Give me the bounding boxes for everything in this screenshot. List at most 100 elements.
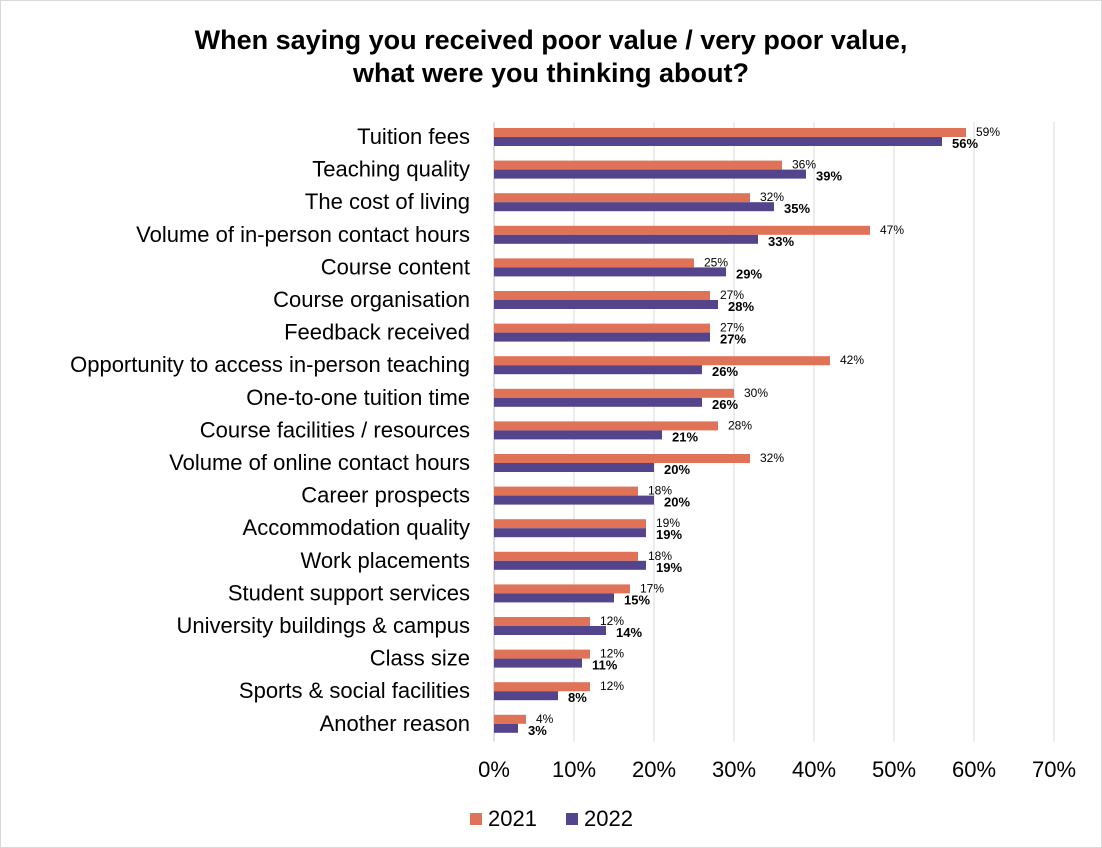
bar-2021 xyxy=(494,160,782,170)
value-label-2022: 39% xyxy=(816,169,842,184)
category-label: Another reason xyxy=(320,711,470,736)
category-label: Opportunity to access in-person teaching xyxy=(70,352,470,377)
value-label-2022: 20% xyxy=(664,495,690,510)
bar-2022 xyxy=(494,463,654,472)
value-label-2021: 32% xyxy=(760,451,784,465)
bar-2022 xyxy=(494,658,582,668)
legend-swatch-2022 xyxy=(566,813,578,825)
category-label: Class size xyxy=(370,646,470,671)
chart-title-line-1: When saying you received poor value / ve… xyxy=(194,25,908,55)
chart-title-line-2: what were you thinking about? xyxy=(352,58,749,88)
value-label-2021: 12% xyxy=(600,679,624,693)
category-label: Student support services xyxy=(228,580,470,605)
bar-2022 xyxy=(494,365,702,375)
category-label: The cost of living xyxy=(305,189,470,214)
x-tick-label: 50% xyxy=(872,757,916,782)
category-label: Work placements xyxy=(300,548,470,573)
bar-2022 xyxy=(494,528,646,538)
bar-2022 xyxy=(494,169,806,179)
bar-2021 xyxy=(494,323,710,333)
value-label-2021: 59% xyxy=(976,125,1000,139)
bar-2021 xyxy=(494,291,710,300)
value-label-2022: 19% xyxy=(656,560,682,575)
x-tick-label: 30% xyxy=(712,757,756,782)
value-label-2022: 14% xyxy=(616,625,642,640)
value-label-2022: 56% xyxy=(952,136,978,151)
bar-2021 xyxy=(494,584,630,594)
value-label-2022: 11% xyxy=(592,658,618,673)
x-tick-label: 10% xyxy=(552,757,596,782)
bar-2021 xyxy=(494,225,870,235)
category-label: Teaching quality xyxy=(312,157,470,182)
bar-2022 xyxy=(494,560,646,570)
value-label-2022: 33% xyxy=(768,234,794,249)
bar-2021 xyxy=(494,551,638,561)
x-axis-ticks: 0% 10% 20% 30% 40% 50% 60% 70% xyxy=(478,757,1076,782)
category-label: Course content xyxy=(321,254,470,279)
bar-2021 xyxy=(494,714,526,724)
value-label-2022: 29% xyxy=(736,266,762,281)
value-label-2022: 19% xyxy=(656,527,682,542)
bar-2022 xyxy=(494,300,718,309)
bar-2021 xyxy=(494,649,590,659)
value-label-2021: 27% xyxy=(720,321,744,335)
value-label-2022: 27% xyxy=(720,332,746,347)
bar-2021 xyxy=(494,128,966,137)
bar-2022 xyxy=(494,723,518,733)
value-label-2022: 3% xyxy=(528,723,547,738)
x-tick-label: 70% xyxy=(1032,757,1076,782)
bar-2022 xyxy=(494,234,758,244)
category-label: One-to-one tuition time xyxy=(246,385,470,410)
value-label-2021: 28% xyxy=(728,418,752,432)
legend: 2021 2022 xyxy=(470,806,633,831)
value-label-2021: 19% xyxy=(656,516,680,530)
legend-swatch-2021 xyxy=(470,813,482,825)
x-tick-label: 40% xyxy=(792,757,836,782)
value-label-2021: 32% xyxy=(760,190,784,204)
category-label: Feedback received xyxy=(284,320,470,345)
bar-2022 xyxy=(494,137,942,146)
bar-2021 xyxy=(494,682,590,692)
value-label-2022: 20% xyxy=(664,462,690,477)
bar-2021 xyxy=(494,454,750,463)
category-labels: Tuition fees Teaching quality The cost of … xyxy=(70,124,470,736)
chart-title: When saying you received poor value / ve… xyxy=(0,24,1102,90)
bar-2022 xyxy=(494,691,558,701)
bar-2022 xyxy=(494,397,702,407)
category-label: Course organisation xyxy=(273,287,470,312)
value-label-2022: 26% xyxy=(712,364,738,379)
value-label-2022: 28% xyxy=(728,299,754,314)
value-labels: 59%56%36%39%32%35%47%33%25%29%27%28%27%2… xyxy=(528,125,1000,738)
category-label: Volume of in-person contact hours xyxy=(136,222,470,247)
value-label-2022: 15% xyxy=(624,592,650,607)
value-label-2021: 42% xyxy=(840,353,864,367)
value-label-2022: 21% xyxy=(672,429,698,444)
bar-2021 xyxy=(494,617,590,626)
bar-2021 xyxy=(494,258,694,268)
bar-2022 xyxy=(494,495,654,505)
category-label: Volume of online contact hours xyxy=(169,450,470,475)
legend-label-2022: 2022 xyxy=(584,806,633,831)
category-label: Accommodation quality xyxy=(243,515,470,540)
bars xyxy=(494,128,966,733)
value-label-2021: 47% xyxy=(880,223,904,237)
bar-2022 xyxy=(494,593,614,603)
value-label-2021: 4% xyxy=(536,712,554,726)
value-label-2021: 30% xyxy=(744,386,768,400)
category-label: Career prospects xyxy=(301,483,470,508)
category-label: Course facilities / resources xyxy=(200,417,470,442)
x-tick-label: 60% xyxy=(952,757,996,782)
bar-2021 xyxy=(494,421,718,431)
bar-2022 xyxy=(494,332,710,342)
x-tick-label: 20% xyxy=(632,757,676,782)
value-label-2021: 18% xyxy=(648,549,672,563)
bar-2021 xyxy=(494,193,750,203)
bar-2022 xyxy=(494,267,726,277)
bar-2022 xyxy=(494,626,606,635)
value-label-2021: 18% xyxy=(648,484,672,498)
bar-2021 xyxy=(494,388,734,398)
value-label-2021: 36% xyxy=(792,158,816,172)
value-label-2021: 27% xyxy=(720,288,744,302)
bar-2021 xyxy=(494,486,638,496)
